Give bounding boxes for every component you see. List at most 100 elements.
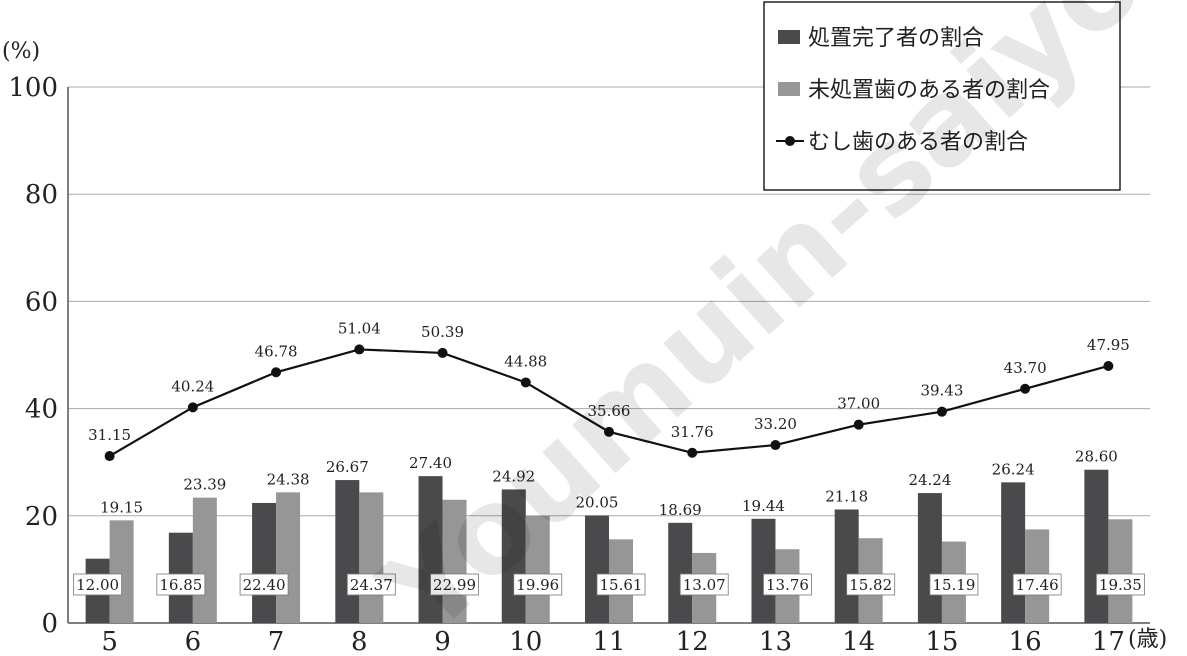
- caries-point: [187, 402, 198, 413]
- bar-completed-treatment: [917, 493, 942, 623]
- y-tick-label: 0: [41, 609, 58, 639]
- gridlines: [67, 86, 1150, 624]
- caries-point: [437, 347, 448, 358]
- legend-box: [763, 1, 1121, 191]
- x-tick-label: 16: [1009, 627, 1042, 656]
- bar-value-label-box: [346, 573, 396, 596]
- bar-value-label-box: [156, 573, 206, 596]
- legend-label: 未処置歯のある者の割合: [808, 78, 1050, 103]
- line-value-label: 43.70: [1004, 359, 1047, 377]
- bar-untreated-caries: [109, 520, 134, 623]
- bar-value-label: 19.15: [100, 498, 143, 516]
- bar-untreated-caries: [525, 516, 550, 623]
- bar-value-label: 27.40: [409, 454, 452, 472]
- bar-completed-treatment: [834, 509, 859, 623]
- y-tick-label: 100: [8, 73, 58, 103]
- bar-untreated-caries: [442, 499, 467, 623]
- bar-value-label: 13.76: [766, 576, 809, 594]
- bar-completed-treatment: [1084, 469, 1109, 623]
- bar-value-label: 26.67: [326, 458, 369, 476]
- line-value-label: 39.43: [920, 382, 963, 400]
- bar-completed-treatment: [252, 502, 277, 623]
- line-value-label: 47.95: [1087, 336, 1130, 354]
- line-series: [104, 344, 1114, 462]
- x-tick-label: 13: [759, 627, 792, 656]
- bar-value-label: 26.24: [992, 460, 1035, 478]
- caries-point: [687, 447, 698, 458]
- bar-value-label-box: [1095, 573, 1145, 596]
- bar-value-label-box: [929, 573, 979, 596]
- bar-value-label: 15.82: [849, 576, 892, 594]
- y-unit-label: (%): [2, 39, 40, 64]
- line-value-label: 44.88: [504, 352, 547, 370]
- bar-untreated-caries: [192, 497, 217, 623]
- legend-swatch-marker: [785, 136, 795, 146]
- data-labels: 19.15 12.00 23.39 16.85 24.38 22.40 26.67 24.37…: [73, 319, 1145, 596]
- line-value-label: 51.04: [338, 319, 381, 337]
- bar-value-label: 24.24: [908, 471, 951, 489]
- bar-value-label: 24.37: [350, 576, 393, 594]
- caries-point: [104, 451, 115, 462]
- bar-value-label-box: [239, 573, 289, 596]
- x-tick-label: 17: [1092, 627, 1125, 656]
- line-value-label: 40.24: [171, 377, 214, 395]
- x-tick-label: 14: [842, 627, 875, 656]
- caries-point: [271, 367, 282, 378]
- bar-completed-treatment: [585, 515, 609, 623]
- x-tick-label: 5: [101, 627, 118, 656]
- bar-value-label: 22.99: [433, 576, 476, 594]
- bar-completed-treatment: [335, 480, 360, 623]
- caries-point: [770, 440, 781, 451]
- x-tick-labels: 5 6 7 8 9 10 11 12 13 14 15 16 17: [101, 627, 1125, 656]
- caries-point: [354, 344, 365, 355]
- bar-untreated-caries: [359, 492, 384, 623]
- caries-point: [1020, 383, 1031, 394]
- x-tick-label: 9: [434, 627, 451, 656]
- x-unit-label: (歳): [1128, 627, 1167, 652]
- bar-value-label-box: [679, 573, 729, 596]
- line-value-label: 33.20: [754, 415, 797, 433]
- x-tick-label: 12: [676, 627, 709, 656]
- bar-value-label: 20.05: [576, 494, 619, 512]
- caries-point: [604, 426, 614, 437]
- x-tick-label: 15: [925, 627, 958, 656]
- bar-value-label: 17.46: [1016, 576, 1059, 594]
- y-tick-labels: 0 20 40 60 80 100: [8, 73, 58, 639]
- caries-point: [853, 419, 864, 430]
- y-tick-label: 40: [25, 395, 58, 425]
- bar-value-label: 21.18: [825, 487, 868, 505]
- bar-completed-treatment: [668, 522, 693, 623]
- bar-value-label: 12.00: [76, 576, 119, 594]
- x-tick-label: 11: [592, 627, 625, 656]
- bar-value-label: 28.60: [1075, 448, 1118, 466]
- bar-value-label: 24.92: [492, 467, 535, 485]
- bar-value-label: 23.39: [183, 476, 226, 494]
- legend-swatch: [778, 82, 800, 96]
- bar-value-label-box: [73, 573, 123, 596]
- caries-point: [936, 406, 947, 417]
- legend-label: 処置完了者の割合: [808, 26, 984, 51]
- bar-value-label-box: [430, 573, 479, 596]
- bar-untreated-caries: [276, 492, 301, 623]
- y-tick-label: 60: [25, 287, 58, 317]
- bar-value-label: 13.07: [683, 576, 726, 594]
- bar-untreated-caries: [1108, 519, 1133, 623]
- line-value-label: 46.78: [255, 342, 298, 360]
- bar-completed-treatment: [501, 489, 526, 623]
- bar-value-label-box: [846, 573, 896, 596]
- bar-value-label: 15.19: [932, 576, 975, 594]
- x-tick-label: 10: [509, 627, 542, 656]
- y-tick-label: 20: [25, 502, 58, 532]
- bar-completed-treatment: [1001, 482, 1026, 623]
- legend-label: むし歯のある者の割合: [808, 130, 1028, 155]
- bar-value-label-box: [513, 573, 563, 596]
- x-tick-label: 7: [268, 627, 285, 656]
- bar-value-label-box: [763, 573, 812, 596]
- y-tick-label: 80: [25, 180, 58, 210]
- bar-value-label: 19.35: [1099, 576, 1142, 594]
- x-tick-label: 6: [185, 627, 202, 656]
- line-value-label: 31.15: [88, 426, 131, 444]
- bar-completed-treatment: [751, 518, 776, 623]
